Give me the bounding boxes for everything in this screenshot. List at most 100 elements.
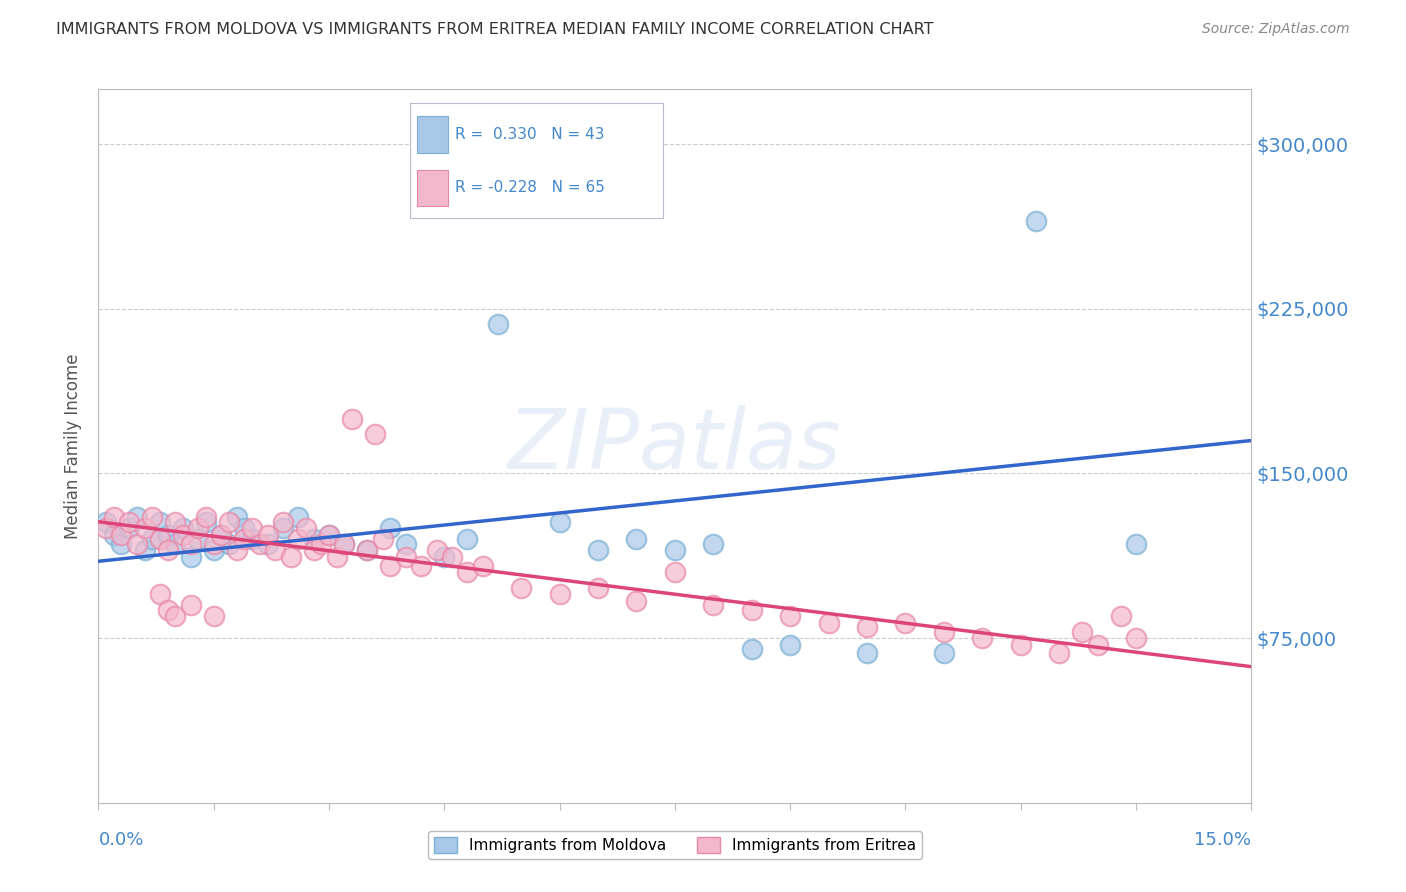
- Point: [103, 510, 125, 524]
- Point: [103, 528, 125, 542]
- Point: [218, 515, 240, 529]
- Point: [156, 602, 179, 616]
- Point: [333, 537, 356, 551]
- Point: [180, 537, 202, 551]
- Point: [165, 537, 187, 551]
- Point: [380, 521, 402, 535]
- Point: [280, 549, 302, 564]
- Point: [510, 581, 533, 595]
- Point: [779, 638, 801, 652]
- Point: [240, 521, 263, 535]
- Point: [702, 537, 724, 551]
- Point: [233, 533, 256, 547]
- Y-axis label: Median Family Income: Median Family Income: [65, 353, 83, 539]
- Point: [209, 528, 232, 542]
- Point: [932, 624, 955, 639]
- Point: [356, 543, 378, 558]
- Text: 15.0%: 15.0%: [1194, 831, 1251, 849]
- Point: [141, 510, 163, 524]
- Text: IMMIGRANTS FROM MOLDOVA VS IMMIGRANTS FROM ERITREA MEDIAN FAMILY INCOME CORRELAT: IMMIGRANTS FROM MOLDOVA VS IMMIGRANTS FR…: [56, 22, 934, 37]
- Point: [302, 543, 325, 558]
- Point: [364, 426, 387, 441]
- Point: [125, 510, 148, 524]
- Point: [187, 521, 209, 535]
- Point: [456, 566, 478, 580]
- Point: [1125, 631, 1147, 645]
- Point: [209, 528, 232, 542]
- Point: [664, 543, 686, 558]
- Point: [586, 543, 609, 558]
- Point: [548, 515, 571, 529]
- Point: [94, 515, 117, 529]
- Point: [411, 558, 433, 573]
- Point: [440, 549, 463, 564]
- Point: [202, 543, 225, 558]
- Point: [1047, 647, 1070, 661]
- Point: [110, 528, 132, 542]
- Point: [195, 515, 218, 529]
- Point: [1010, 638, 1032, 652]
- Point: [134, 543, 156, 558]
- Point: [371, 533, 394, 547]
- Point: [779, 609, 801, 624]
- Point: [340, 411, 363, 425]
- Point: [180, 549, 202, 564]
- Point: [218, 537, 240, 551]
- Point: [741, 602, 763, 616]
- Point: [149, 587, 172, 601]
- Point: [1109, 609, 1132, 624]
- Text: ZIPatlas: ZIPatlas: [508, 406, 842, 486]
- Point: [302, 533, 325, 547]
- Point: [172, 528, 194, 542]
- Point: [548, 587, 571, 601]
- Point: [380, 558, 402, 573]
- Point: [287, 510, 309, 524]
- Point: [486, 317, 509, 331]
- Point: [664, 566, 686, 580]
- Point: [225, 510, 247, 524]
- Point: [972, 631, 994, 645]
- Point: [149, 533, 172, 547]
- Point: [356, 543, 378, 558]
- Point: [134, 521, 156, 535]
- Point: [202, 537, 225, 551]
- Point: [456, 533, 478, 547]
- Point: [311, 537, 333, 551]
- Point: [202, 609, 225, 624]
- Point: [856, 647, 879, 661]
- Point: [156, 528, 179, 542]
- Text: 0.0%: 0.0%: [98, 831, 143, 849]
- Point: [240, 533, 263, 547]
- Point: [180, 598, 202, 612]
- Point: [856, 620, 879, 634]
- Point: [249, 537, 271, 551]
- Point: [110, 537, 132, 551]
- Point: [125, 537, 148, 551]
- Point: [172, 521, 194, 535]
- Point: [264, 543, 287, 558]
- Point: [295, 521, 318, 535]
- Point: [1125, 537, 1147, 551]
- Point: [165, 609, 187, 624]
- Point: [118, 521, 141, 535]
- Point: [932, 647, 955, 661]
- Point: [1071, 624, 1094, 639]
- Point: [149, 515, 172, 529]
- Point: [333, 537, 356, 551]
- Point: [626, 594, 648, 608]
- Point: [1025, 214, 1047, 228]
- Point: [165, 515, 187, 529]
- Point: [187, 533, 209, 547]
- Point: [433, 549, 456, 564]
- Point: [894, 615, 917, 630]
- Point: [233, 521, 256, 535]
- Point: [156, 543, 179, 558]
- Point: [287, 533, 309, 547]
- Point: [471, 558, 494, 573]
- Point: [141, 533, 163, 547]
- Point: [318, 528, 340, 542]
- Point: [395, 537, 418, 551]
- Point: [741, 642, 763, 657]
- Point: [626, 533, 648, 547]
- Point: [426, 543, 449, 558]
